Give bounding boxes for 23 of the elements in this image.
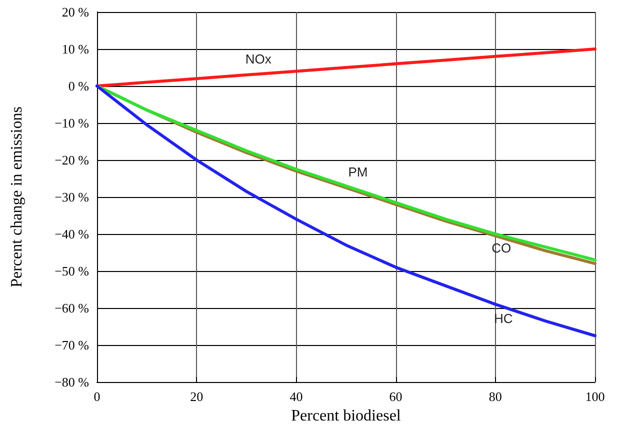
y-tick-label: −70 %	[54, 338, 90, 352]
y-tick-label: −10 %	[54, 116, 90, 130]
x-tick-label: 20	[190, 389, 204, 404]
y-tick-label: −80 %	[54, 374, 90, 390]
y-tick-label: 20 %	[62, 4, 90, 20]
y-tick-label: −60 %	[54, 300, 90, 316]
x-axis-title: Percent biodiesel	[291, 408, 402, 424]
series-label: PM	[348, 164, 368, 180]
y-tick-label: 0 %	[68, 78, 90, 94]
y-axis-title: Percent change in emissions	[8, 106, 26, 288]
y-tick-label: −20 %	[54, 152, 90, 168]
x-tick-label: 0	[94, 389, 100, 404]
x-tick-label: 100	[585, 389, 605, 404]
y-tick-label: 10 %	[62, 42, 90, 56]
x-tick-label: 40	[290, 389, 303, 404]
line-series	[96, 48, 596, 88]
x-tick-label: 80	[488, 389, 502, 404]
series-label: NOx	[245, 51, 272, 66]
y-tick-label: −50 %	[54, 264, 90, 278]
y-tick-label: −40 %	[54, 226, 90, 242]
line-series	[96, 84, 596, 338]
y-tick-label: −30 %	[54, 190, 90, 204]
x-tick-label: 60	[389, 389, 402, 404]
